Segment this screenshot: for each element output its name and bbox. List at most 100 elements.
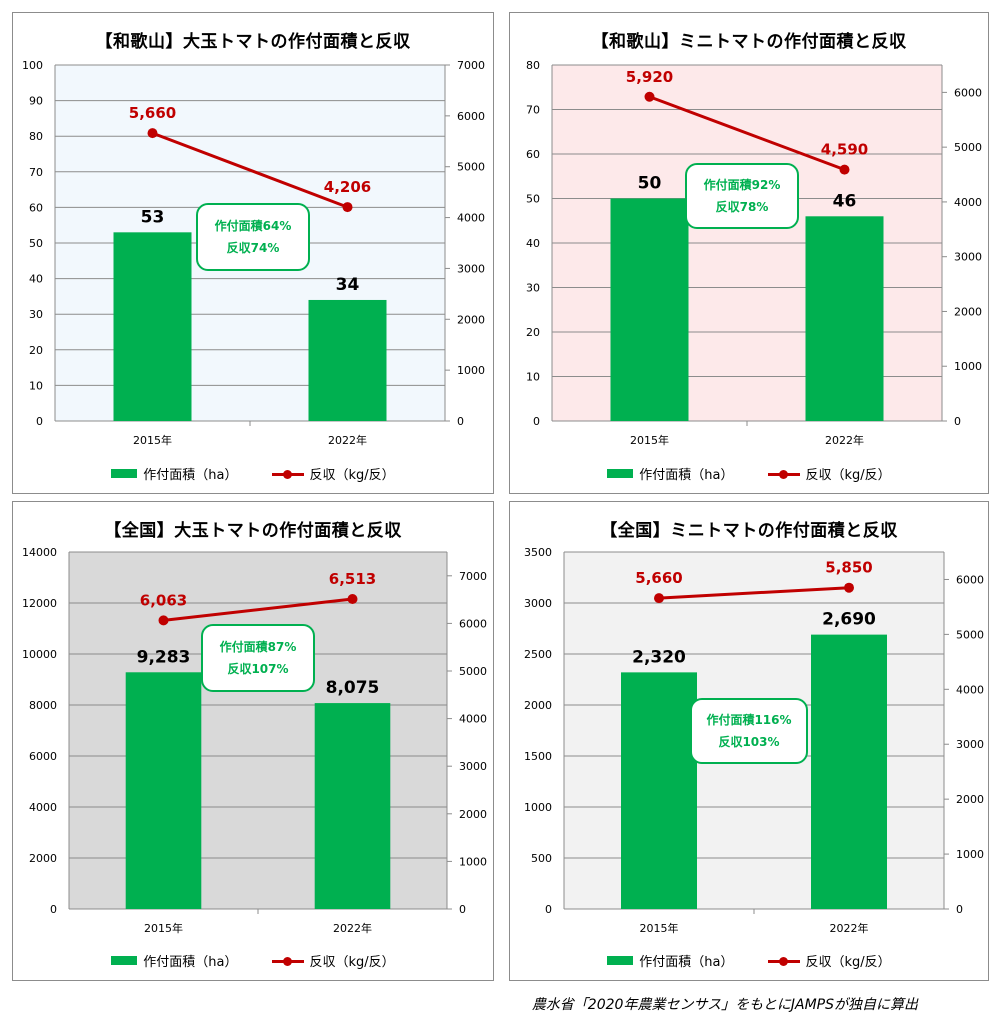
y-left-tick-label: 10 [526, 371, 540, 384]
yield-marker [839, 164, 850, 175]
y-right-tick-label: 6000 [954, 86, 982, 99]
legend-area-label: 作付面積（ha） [639, 955, 734, 970]
y-left-tick-label: 20 [29, 344, 43, 357]
yield-marker [158, 615, 169, 626]
chart-svg: 0 10 20 30 40 50 60 70 80 0 1000 2000 3000 4000 5000 60… [526, 59, 982, 447]
bar-area [125, 672, 202, 909]
chart-legend: 作付面積（ha） 反収（kg/反） [510, 464, 988, 483]
legend-line-swatch [767, 469, 800, 479]
bar-area [113, 232, 192, 421]
y-right-tick-label: 5000 [457, 161, 485, 174]
y-left-tick-label: 12000 [22, 597, 57, 610]
yield-marker [347, 593, 358, 604]
y-right-tick-label: 5000 [954, 141, 982, 154]
bar-data-label: 2,690 [822, 610, 876, 630]
y-left-tick-label: 3000 [524, 597, 552, 610]
change-callout: 作付面積92% 反収78% [685, 163, 799, 229]
x-tick-label: 2015年 [144, 921, 183, 935]
legend-item-yield: 反収（kg/反） [271, 464, 395, 483]
y-right-tick-label: 0 [954, 415, 961, 428]
y-right-tick-label: 6000 [457, 110, 485, 123]
bar-area [308, 299, 387, 421]
y-left-tick-label: 14000 [22, 546, 57, 559]
x-tick-label: 2022年 [830, 921, 869, 935]
callout-area-ratio: 作付面積64% [214, 219, 292, 233]
bar-data-label: 9,283 [137, 647, 191, 667]
y-left-tick-label: 0 [36, 415, 43, 428]
y-right-tick-label: 7000 [459, 570, 487, 583]
y-left-tick-label: 3500 [524, 546, 552, 559]
y-right-tick-label: 4000 [457, 212, 485, 225]
bar-area [610, 198, 689, 421]
yield-data-label: 5,850 [825, 559, 872, 577]
legend-line-swatch [271, 469, 304, 479]
chart-legend: 作付面積（ha） 反収（kg/反） [510, 951, 988, 970]
y-left-tick-label: 2500 [524, 648, 552, 661]
legend-yield-label: 反収（kg/反） [309, 955, 395, 970]
chart-panel-wakayama-large-tomato: 0 10 20 30 40 50 60 70 80 90 100 0 1000 2000 3000 4000 5… [12, 12, 494, 494]
chart-title: 【和歌山】ミニトマトの作付面積と反収 [591, 32, 907, 52]
y-left-tick-label: 30 [526, 282, 540, 295]
legend-bar-swatch [111, 956, 138, 965]
y-left-tick-label: 2000 [29, 852, 57, 865]
y-left-tick-label: 50 [526, 193, 540, 206]
y-right-tick-label: 6000 [459, 617, 487, 630]
legend-item-area: 作付面積（ha） [111, 951, 238, 970]
change-callout: 作付面積87% 反収107% [201, 624, 315, 692]
y-right-tick-label: 2000 [954, 305, 982, 318]
y-left-tick-label: 70 [29, 166, 43, 179]
y-left-tick-label: 1500 [524, 750, 552, 763]
y-right-tick-label: 3000 [954, 251, 982, 264]
y-right-tick-label: 2000 [457, 313, 485, 326]
legend-yield-label: 反収（kg/反） [805, 468, 891, 483]
y-left-tick-label: 90 [29, 95, 43, 108]
y-left-tick-label: 50 [29, 237, 43, 250]
yield-marker [654, 593, 664, 604]
bar-data-label: 2,320 [632, 647, 686, 667]
x-tick-label: 2022年 [333, 921, 372, 935]
legend-area-label: 作付面積（ha） [143, 468, 238, 483]
y-left-tick-label: 70 [526, 104, 540, 117]
yield-marker [147, 128, 158, 139]
y-left-tick-label: 0 [545, 903, 552, 916]
bar-area [621, 672, 697, 909]
y-right-tick-label: 6000 [956, 573, 984, 586]
bar-data-label: 50 [638, 174, 662, 194]
chart-svg: 0102030405060708090100010002000300040005… [22, 59, 485, 447]
legend-line-swatch [271, 956, 304, 966]
bar-area [314, 703, 391, 909]
callout-area-ratio: 作付面積92% [703, 178, 781, 192]
legend-bar-swatch [111, 469, 138, 478]
yield-data-label: 6,063 [140, 591, 187, 609]
y-right-tick-label: 4000 [954, 196, 982, 209]
y-left-tick-label: 6000 [29, 750, 57, 763]
legend-yield-label: 反収（kg/反） [309, 468, 395, 483]
legend-area-label: 作付面積（ha） [143, 955, 238, 970]
chart-panel-national-mini-tomato: 0 500 1000 1500 2000 2500 3000 3500 0 1000 2000 300… [509, 501, 989, 981]
x-tick-label: 2015年 [630, 433, 669, 447]
callout-yield-ratio: 反収78% [715, 200, 769, 214]
yield-data-label: 5,660 [635, 569, 682, 587]
y-right-tick-label: 4000 [459, 713, 487, 726]
y-right-tick-label: 4000 [956, 683, 984, 696]
chart-title: 【和歌山】大玉トマトの作付面積と反収 [95, 32, 411, 52]
legend-item-area: 作付面積（ha） [111, 464, 238, 483]
y-left-tick-label: 1000 [524, 801, 552, 814]
bar-area [805, 216, 884, 421]
callout-yield-ratio: 反収107% [227, 662, 289, 676]
chart-panel-national-large-tomato: 0 2000 4000 6000 8000 10000 12000 14000 0 1000 200… [12, 501, 494, 981]
x-tick-label: 2015年 [640, 921, 679, 935]
chart-panel-wakayama-mini-tomato: 0 10 20 30 40 50 60 70 80 0 1000 2000 3000 4000 5000 60… [509, 12, 989, 494]
y-left-tick-label: 10 [29, 379, 43, 392]
y-left-tick-label: 80 [29, 130, 43, 143]
yield-line [151, 131, 349, 209]
y-right-tick-label: 5000 [956, 628, 984, 641]
y-left-tick-label: 8000 [29, 699, 57, 712]
yield-data-label: 4,206 [324, 178, 371, 196]
legend-item-yield: 反収（kg/反） [767, 464, 891, 483]
y-right-tick-label: 3000 [457, 262, 485, 275]
x-tick-label: 2015年 [133, 433, 172, 447]
yield-marker [644, 91, 655, 102]
y-left-tick-label: 80 [526, 59, 540, 72]
yield-line [163, 597, 353, 622]
